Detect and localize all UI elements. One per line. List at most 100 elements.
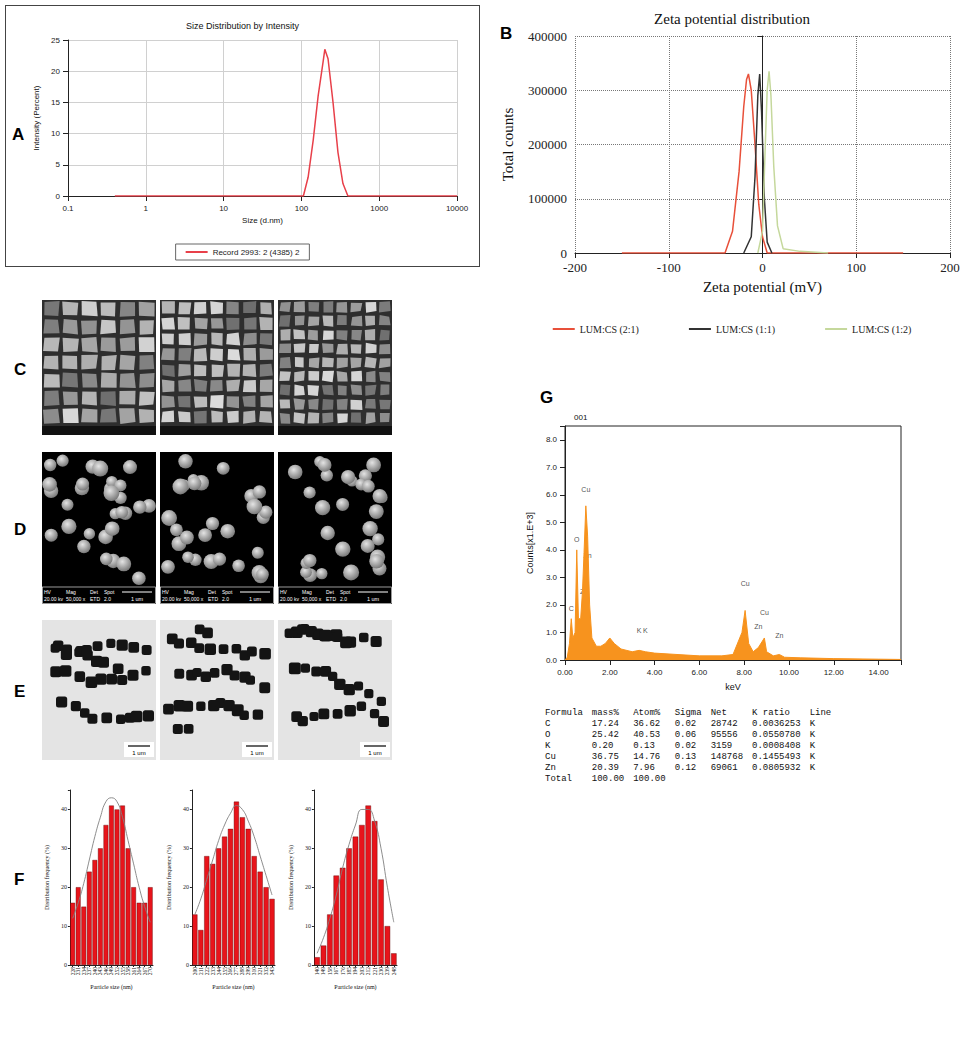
svg-text:230: 230 bbox=[378, 967, 384, 976]
svg-text:239: 239 bbox=[384, 967, 390, 976]
svg-text:270: 270 bbox=[147, 967, 153, 976]
svg-text:10: 10 bbox=[61, 923, 67, 929]
svg-text:Spot: Spot bbox=[104, 589, 115, 595]
svg-text:ETD: ETD bbox=[208, 596, 218, 602]
svg-text:ETD: ETD bbox=[90, 596, 100, 602]
svg-text:100: 100 bbox=[847, 260, 867, 275]
svg-text:248: 248 bbox=[391, 967, 397, 976]
svg-text:200: 200 bbox=[940, 260, 960, 275]
svg-text:14.00: 14.00 bbox=[869, 668, 890, 677]
svg-text:Record 2993: 2 (4385) 2: Record 2993: 2 (4385) 2 bbox=[213, 248, 300, 257]
svg-text:K: K bbox=[637, 627, 642, 634]
svg-text:LUM:CS (2:1): LUM:CS (2:1) bbox=[580, 324, 639, 336]
svg-text:0: 0 bbox=[64, 962, 67, 968]
svg-text:100000: 100000 bbox=[528, 191, 567, 206]
svg-text:20: 20 bbox=[183, 884, 189, 890]
svg-text:400000: 400000 bbox=[528, 29, 567, 44]
svg-text:10: 10 bbox=[219, 204, 228, 213]
svg-text:Particle size (nm): Particle size (nm) bbox=[90, 984, 132, 991]
svg-text:50,000 x: 50,000 x bbox=[66, 596, 86, 602]
svg-text:0: 0 bbox=[186, 962, 189, 968]
svg-text:20.00 kv: 20.00 kv bbox=[280, 596, 299, 602]
svg-text:0: 0 bbox=[759, 260, 766, 275]
svg-text:20.00 kv: 20.00 kv bbox=[44, 596, 63, 602]
svg-text:1000: 1000 bbox=[370, 204, 388, 213]
svg-text:keV: keV bbox=[725, 682, 741, 692]
svg-text:1: 1 bbox=[144, 204, 149, 213]
svg-text:Spot: Spot bbox=[222, 589, 233, 595]
svg-text:50,000 x: 50,000 x bbox=[302, 596, 322, 602]
svg-text:167: 167 bbox=[333, 967, 339, 976]
svg-text:Cu: Cu bbox=[581, 486, 590, 493]
svg-text:10: 10 bbox=[183, 923, 189, 929]
svg-text:Spot: Spot bbox=[340, 589, 351, 595]
svg-text:25: 25 bbox=[51, 36, 60, 45]
svg-text:0.00: 0.00 bbox=[557, 668, 573, 677]
svg-text:185: 185 bbox=[346, 967, 352, 976]
svg-text:5: 5 bbox=[56, 160, 61, 169]
svg-text:200000: 200000 bbox=[528, 137, 567, 152]
svg-text:30: 30 bbox=[183, 845, 189, 851]
svg-text:2.0: 2.0 bbox=[340, 596, 347, 602]
svg-text:Mag: Mag bbox=[302, 589, 312, 595]
svg-text:Distribution frequency (%): Distribution frequency (%) bbox=[166, 845, 173, 910]
svg-text:Counts[x1.E+3]: Counts[x1.E+3] bbox=[525, 512, 535, 574]
svg-text:203: 203 bbox=[359, 967, 365, 976]
svg-text:15: 15 bbox=[51, 98, 60, 107]
svg-text:HV: HV bbox=[44, 589, 52, 595]
svg-text:20: 20 bbox=[61, 884, 67, 890]
svg-text:50,000 x: 50,000 x bbox=[184, 596, 204, 602]
svg-text:1 um: 1 um bbox=[250, 750, 263, 756]
svg-text:6.0: 6.0 bbox=[546, 490, 558, 499]
svg-text:K: K bbox=[643, 627, 648, 634]
svg-text:212: 212 bbox=[365, 967, 371, 976]
svg-text:2.00: 2.00 bbox=[602, 668, 618, 677]
svg-text:Zeta potential (mV): Zeta potential (mV) bbox=[703, 279, 822, 296]
svg-text:0.0: 0.0 bbox=[546, 656, 558, 665]
svg-text:001: 001 bbox=[574, 413, 588, 422]
svg-text:Zn: Zn bbox=[754, 623, 762, 630]
svg-text:300000: 300000 bbox=[528, 83, 567, 98]
svg-text:30: 30 bbox=[61, 845, 67, 851]
svg-text:Distribution frequency (%): Distribution frequency (%) bbox=[44, 845, 51, 910]
svg-text:1 um: 1 um bbox=[249, 596, 262, 602]
svg-text:6.00: 6.00 bbox=[692, 668, 708, 677]
svg-text:Zn: Zn bbox=[775, 632, 783, 639]
svg-text:-100: -100 bbox=[657, 260, 681, 275]
svg-text:140: 140 bbox=[314, 967, 320, 976]
svg-text:221: 221 bbox=[372, 967, 378, 976]
svg-text:Cu: Cu bbox=[741, 580, 750, 587]
svg-text:20: 20 bbox=[51, 67, 60, 76]
svg-text:1 um: 1 um bbox=[132, 750, 145, 756]
svg-text:2.0: 2.0 bbox=[104, 596, 111, 602]
svg-text:0.1: 0.1 bbox=[62, 204, 74, 213]
svg-text:Distribution frequency (%): Distribution frequency (%) bbox=[288, 845, 295, 910]
svg-text:30: 30 bbox=[305, 845, 311, 851]
svg-text:4.00: 4.00 bbox=[647, 668, 663, 677]
svg-text:-200: -200 bbox=[563, 260, 587, 275]
svg-text:40: 40 bbox=[183, 806, 189, 812]
svg-text:10.00: 10.00 bbox=[779, 668, 800, 677]
svg-text:20.00 kv: 20.00 kv bbox=[162, 596, 181, 602]
svg-text:0: 0 bbox=[561, 246, 568, 261]
svg-text:Size Distribution by Intensity: Size Distribution by Intensity bbox=[186, 21, 300, 31]
svg-text:8.0: 8.0 bbox=[546, 435, 558, 444]
svg-text:10: 10 bbox=[305, 923, 311, 929]
svg-text:343: 343 bbox=[269, 967, 275, 976]
svg-text:40: 40 bbox=[61, 806, 67, 812]
svg-text:100: 100 bbox=[295, 204, 309, 213]
svg-text:Mag: Mag bbox=[66, 589, 76, 595]
svg-text:Det: Det bbox=[326, 589, 334, 595]
svg-text:2.0: 2.0 bbox=[222, 596, 229, 602]
svg-text:40: 40 bbox=[305, 806, 311, 812]
svg-text:HV: HV bbox=[280, 589, 288, 595]
svg-text:12.00: 12.00 bbox=[824, 668, 845, 677]
svg-text:8.00: 8.00 bbox=[736, 668, 752, 677]
svg-text:1 um: 1 um bbox=[131, 596, 144, 602]
svg-text:194: 194 bbox=[352, 967, 358, 976]
svg-text:Det: Det bbox=[208, 589, 216, 595]
svg-text:7.0: 7.0 bbox=[546, 463, 558, 472]
svg-text:O: O bbox=[574, 536, 580, 543]
svg-text:176: 176 bbox=[340, 967, 346, 976]
svg-text:2.0: 2.0 bbox=[546, 600, 558, 609]
